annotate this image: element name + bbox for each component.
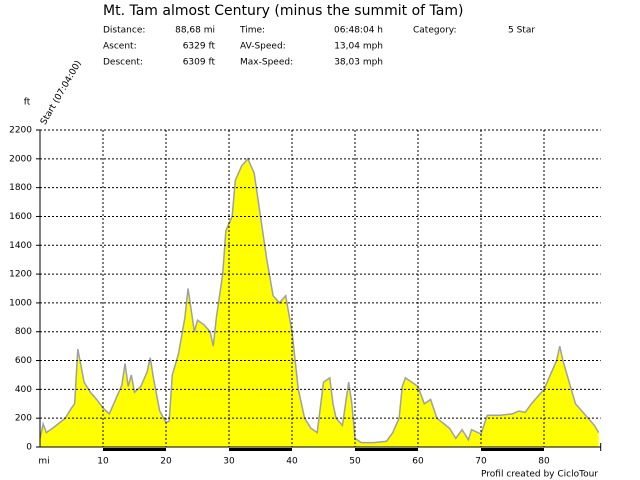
x-tick-label: 10 [97, 457, 109, 467]
footer: Profil created by CicloTour [481, 470, 598, 480]
x-tick-label: 40 [286, 457, 298, 467]
y-tick-label: 2200 [9, 126, 32, 136]
y-tick-label: 1400 [9, 241, 32, 251]
y-tick-label: 1200 [9, 270, 32, 280]
x-tick-label: 20 [160, 457, 172, 467]
stat-label: Category: [413, 26, 457, 36]
stat-value: 6329 ft [183, 42, 216, 52]
elevation-line [39, 157, 600, 444]
x-tick-label: 50 [349, 457, 361, 467]
x-tick-label: 60 [412, 457, 424, 467]
y-axis-label: ft [24, 98, 31, 108]
stat-value: 88,68 mi [175, 26, 215, 36]
y-tick-label: 1800 [9, 183, 32, 193]
y-tick-label: 1600 [9, 212, 32, 222]
x-tick-label: mi [38, 457, 49, 467]
stat-label: Descent: [103, 58, 143, 68]
y-tick-label: 400 [15, 385, 32, 395]
chart-title: Mt. Tam almost Century (minus the summit… [103, 3, 463, 19]
y-tick-label: 800 [15, 327, 32, 337]
stat-label: AV-Speed: [240, 42, 286, 52]
stat-label: Distance: [103, 26, 145, 36]
scale-bar [229, 448, 292, 451]
stat-value: 5 Star [508, 26, 535, 36]
stat-value: 13,04 mph [334, 42, 383, 52]
stat-value: 38,03 mph [334, 58, 383, 68]
scale-bar [481, 448, 544, 451]
annotation: Start (07:04:00) [39, 59, 84, 127]
scale-bar [103, 448, 166, 451]
stat-label: Ascent: [103, 42, 137, 52]
y-tick-label: 2000 [9, 154, 32, 164]
x-tick-label: 80 [538, 457, 550, 467]
stat-label: Max-Speed: [240, 58, 293, 68]
stat-value: 6309 ft [183, 58, 216, 68]
stat-label: Time: [239, 26, 265, 36]
y-tick-label: 1000 [9, 298, 32, 308]
scale-bar [355, 448, 418, 451]
y-tick-label: 0 [26, 443, 32, 453]
elevation-area [40, 158, 599, 447]
x-tick-label: 30 [223, 457, 235, 467]
x-tick-label: 70 [475, 457, 487, 467]
y-tick-label: 600 [15, 356, 32, 366]
y-tick-label: 200 [15, 414, 32, 424]
stat-value: 06:48:04 h [334, 26, 383, 36]
